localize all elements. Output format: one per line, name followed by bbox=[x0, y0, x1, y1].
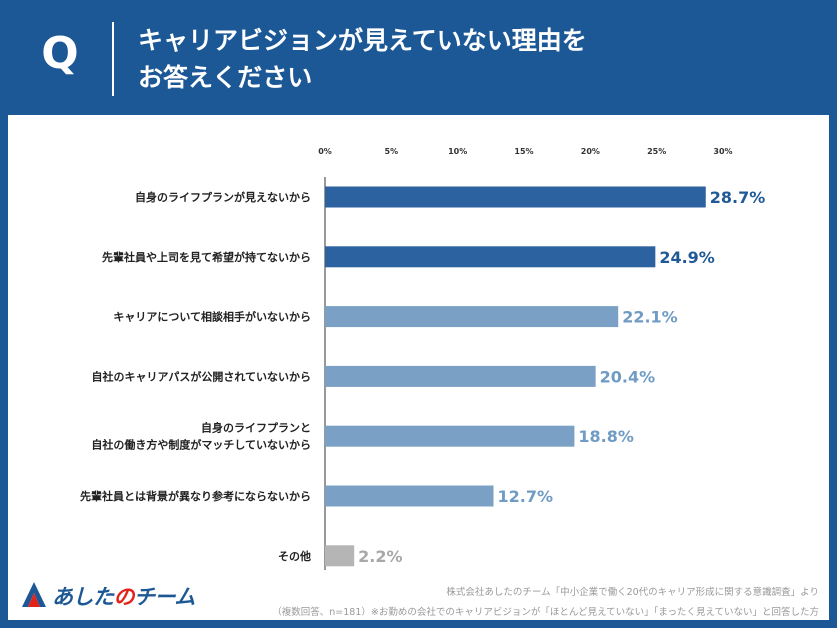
category-label: 自社の働き方や制度がマッチしていないから bbox=[91, 438, 311, 452]
source-note: 株式会社あしたのチーム「中小企業で働く20代のキャリア形成に関する意識調査」より… bbox=[219, 583, 819, 623]
logo-mark-icon bbox=[22, 582, 46, 607]
bar-value-label: 18.8% bbox=[578, 427, 634, 446]
category-label: 自身のライフプランが見えないから bbox=[135, 190, 311, 204]
bar bbox=[325, 485, 494, 507]
x-tick-label: 25% bbox=[647, 147, 666, 156]
x-tick-label: 20% bbox=[581, 147, 600, 156]
category-label: その他 bbox=[278, 549, 311, 563]
chart-panel: 0% 5% 10% 15% 20% 25% 30% 28.7% 自身のライフプランが見えないから… bbox=[8, 115, 829, 620]
source-line1: 株式会社あしたのチーム「中小企業で働く20代のキャリア形成に関する意識調査」より bbox=[446, 587, 819, 598]
bar-value-label: 22.1% bbox=[622, 308, 678, 327]
bar bbox=[325, 425, 575, 447]
bar bbox=[325, 246, 656, 268]
x-tick-label: 30% bbox=[713, 147, 732, 156]
category-label: キャリアについて相談相手がいないから bbox=[113, 310, 311, 324]
logo-text-a: あした bbox=[52, 585, 114, 609]
category-label: 先輩社員とは背景が異なり参考にならないから bbox=[80, 489, 311, 503]
x-tick-label: 15% bbox=[514, 147, 533, 156]
bar-value-label: 28.7% bbox=[710, 188, 766, 207]
bar bbox=[325, 306, 619, 328]
x-tick-label: 10% bbox=[448, 147, 467, 156]
category-label: 先輩社員や上司を見て希望が持てないから bbox=[102, 250, 311, 264]
question-title: キャリアビジョンが見えていない理由を お答えください bbox=[138, 22, 798, 96]
source-line2: （複数回答、n=181）※お勤めの会社でのキャリアビジョンが「ほとんど見えていな… bbox=[272, 607, 819, 618]
logo-text-no: の bbox=[113, 585, 135, 609]
header-banner: Q キャリアビジョンが見えていない理由を お答えください bbox=[0, 0, 837, 115]
bar bbox=[325, 545, 355, 567]
bar bbox=[325, 186, 706, 208]
question-title-line1: キャリアビジョンが見えていない理由を bbox=[138, 26, 587, 55]
x-tick-label: 5% bbox=[385, 147, 399, 156]
bar-value-label: 20.4% bbox=[600, 367, 656, 386]
logo-text-b: チーム bbox=[134, 585, 195, 609]
bar-value-label: 24.9% bbox=[659, 248, 715, 267]
header-divider bbox=[112, 22, 114, 96]
question-mark-label: Q bbox=[41, 28, 79, 79]
bar bbox=[325, 365, 596, 387]
category-label: 自社のキャリアパスが公開されていないから bbox=[92, 369, 311, 383]
x-tick-label: 0% bbox=[318, 147, 332, 156]
bar-chart: 0% 5% 10% 15% 20% 25% 30% 28.7% 自身のライフプランが見えないから… bbox=[80, 147, 766, 570]
bar-value-label: 2.2% bbox=[358, 547, 402, 566]
question-title-line2: お答えください bbox=[138, 63, 313, 92]
category-label: 自身のライフプランと bbox=[201, 421, 311, 435]
bar-value-label: 12.7% bbox=[497, 487, 553, 506]
logo-wordmark: あしたのチーム bbox=[52, 581, 195, 611]
company-logo: あしたのチーム bbox=[20, 578, 220, 612]
